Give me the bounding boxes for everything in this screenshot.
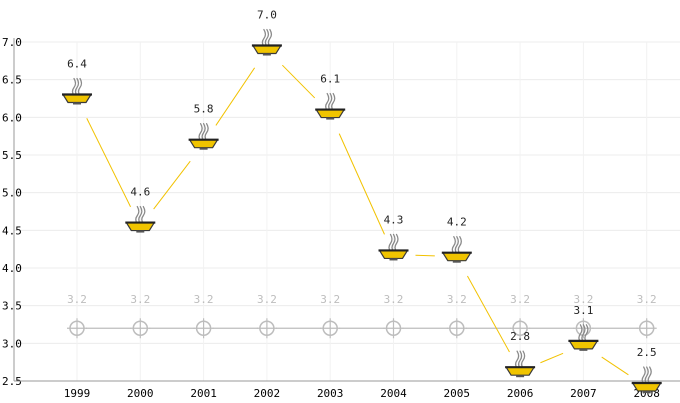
steaming-bowl-icon xyxy=(378,233,409,261)
steaming-bowl-icon xyxy=(568,324,599,351)
x-tick-label: 2002 xyxy=(254,387,281,400)
series-line-segment xyxy=(338,133,385,235)
y-tick-label: 3.0 xyxy=(2,337,22,350)
axis-layer: 2.5 3.0 3.5 4.0 4.5 5.0 5.5 6.0 6.5 7.0 1999 2000 20… xyxy=(2,36,680,400)
series-line-segment xyxy=(415,254,435,257)
average-value-label: 3.2 xyxy=(67,293,87,306)
x-tick-label: 2003 xyxy=(317,387,344,400)
series-line-segment xyxy=(215,67,256,126)
x-tick-label: 2001 xyxy=(190,387,217,400)
data-value-label: 4.2 xyxy=(447,216,467,229)
y-tick-label: 4.0 xyxy=(2,262,22,275)
x-tick-label: 2007 xyxy=(570,387,597,400)
average-value-label: 3.2 xyxy=(130,293,150,306)
crosshair-circle-icon xyxy=(636,318,657,339)
crosshair-circle-icon xyxy=(256,318,277,339)
average-value-label: 3.2 xyxy=(510,293,530,306)
crosshair-circle-icon xyxy=(67,318,87,339)
steaming-bowl-icon xyxy=(251,28,282,56)
steaming-bowl-icon xyxy=(62,77,92,105)
crosshair-circle-icon xyxy=(446,318,467,339)
data-value-label: 6.1 xyxy=(320,73,340,86)
series-line-segment xyxy=(467,275,510,353)
average-value-label: 3.2 xyxy=(637,293,657,306)
y-tick-label: 6.5 xyxy=(2,74,22,87)
average-value-label: 3.2 xyxy=(573,293,593,306)
steaming-bowl-icon xyxy=(315,92,346,120)
steaming-bowl-icon xyxy=(188,123,219,150)
data-value-label: 4.3 xyxy=(384,213,404,226)
y-tick-label: 5.0 xyxy=(2,187,22,200)
x-tick-label: 1999 xyxy=(64,387,91,400)
average-value-label: 3.2 xyxy=(194,293,214,306)
y-tick-label: 3.5 xyxy=(2,300,22,313)
crosshair-circle-icon xyxy=(320,318,341,339)
steaming-bowl-icon xyxy=(125,205,156,233)
grid-layer xyxy=(14,41,680,382)
series-layer xyxy=(86,64,638,376)
data-value-label: 2.5 xyxy=(637,346,657,359)
average-value-label: 3.2 xyxy=(320,293,340,306)
x-tick-label: 2004 xyxy=(380,387,407,400)
average-value-label: 3.2 xyxy=(257,293,277,306)
crosshair-circle-icon xyxy=(573,318,594,339)
x-tick-label: 2006 xyxy=(507,387,534,400)
data-value-label: 4.6 xyxy=(130,186,150,199)
data-value-label: 6.4 xyxy=(67,58,87,71)
series-line-segment xyxy=(282,64,316,99)
data-value-label: 5.8 xyxy=(194,103,214,116)
steaming-bowl-icon xyxy=(441,236,472,263)
data-value-label: 2.8 xyxy=(510,330,530,343)
average-value-label: 3.2 xyxy=(384,293,404,306)
y-tick-label: 5.5 xyxy=(2,149,22,162)
x-tick-label: 2005 xyxy=(444,387,471,400)
series-line-segment xyxy=(153,160,191,210)
y-tick-label: 7.0 xyxy=(2,36,22,49)
steaming-bowl-icon xyxy=(505,350,536,378)
y-tick-label: 6.0 xyxy=(2,111,22,124)
crosshair-circle-icon xyxy=(383,318,404,339)
y-tick-label: 4.5 xyxy=(2,224,22,237)
average-value-label: 3.2 xyxy=(447,293,467,306)
crosshair-circle-icon xyxy=(130,318,151,339)
series-line-segment xyxy=(86,118,131,208)
steaming-bowl-icon xyxy=(631,366,662,394)
crosshair-circle-icon xyxy=(510,318,531,339)
series-line-segment xyxy=(540,352,564,364)
data-value-label: 7.0 xyxy=(257,9,277,22)
series-line-segment xyxy=(601,356,629,376)
x-tick-label: 2000 xyxy=(127,387,154,400)
data-value-label: 3.1 xyxy=(573,304,593,317)
y-tick-label: 2.5 xyxy=(2,375,22,388)
marker-layer xyxy=(62,28,662,394)
crosshair-circle-icon xyxy=(193,318,214,339)
label-layer: 3.2 3.2 3.2 3.2 3.2 3.2 3.2 3.2 3.2 3.2 6.4 4.6 5.8 7… xyxy=(67,9,657,359)
